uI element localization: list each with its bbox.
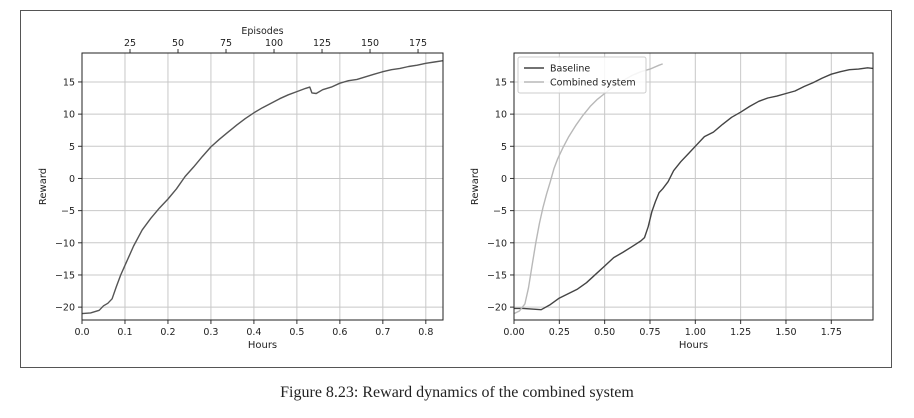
chart1-top-x-tick-label: 150 [361,38,379,49]
chart1-x-tick-label: 0.0 [74,327,89,338]
chart1-x-tick-label: 0.5 [289,327,304,338]
figure-caption: Figure 8.23: Reward dynamics of the comb… [280,384,634,401]
chart1-y-axis-label: Reward [38,168,49,205]
chart2-y-tick-label: −15 [487,270,507,281]
chart1-series-1-line [81,60,444,315]
chart1-y-tick-label: −20 [55,303,75,314]
chart1-x-tick-label: 0.2 [160,327,175,338]
chart2-y-axis-label: Reward [470,168,481,205]
chart2-y-tick-label: 10 [495,110,507,121]
chart2-y-tick-label: −5 [493,206,507,217]
chart2-x-tick-label: 0.00 [503,327,524,338]
chart1-x-axis-label: Hours [248,340,277,351]
chart1-top-x-tick-label: 50 [172,38,184,49]
chart2-x-tick-label: 0.25 [549,327,570,338]
chart2-y-tick-label: −10 [487,238,507,249]
chart1-y-tick-label: −15 [55,270,75,281]
chart1-top-x-tick-label: 125 [313,38,331,49]
chart2-y-tick-label: 0 [501,174,507,185]
chart1-y-tick-label: 5 [69,142,75,153]
chart2-series-combined-system-line [513,63,663,315]
chart2-series-baseline-line [514,67,874,311]
chart1-top-x-axis-label: Episodes [241,26,283,37]
chart1-x-tick-label: 0.8 [418,327,433,338]
chart1-y-tick-label: −5 [61,206,75,217]
chart1-top-x-tick-label: 175 [409,38,427,49]
chart2-y-tick-label: 5 [501,142,507,153]
chart1-top-x-tick-label: 100 [265,38,283,49]
chart2-x-tick-label: 0.75 [639,327,660,338]
chart1-y-tick-label: −10 [55,238,75,249]
chart2-x-tick-label: 0.50 [594,327,615,338]
chart2-y-tick-label: −20 [487,303,507,314]
chart1-y-tick-label: 15 [63,77,75,88]
chart1-axes-frame [81,52,444,321]
chart2-axes-frame [513,52,874,321]
chart1-y-tick-label: 0 [69,174,75,185]
chart1-top-x-tick-label: 25 [124,38,136,49]
chart2-legend-label: Baseline [550,64,590,75]
chart2-legend-label: Combined system [550,78,636,89]
chart2-legend-box [517,56,647,94]
chart1-x-tick-label: 0.1 [117,327,132,338]
chart2-x-tick-label: 1.75 [821,327,842,338]
chart2-y-tick-label: 15 [495,77,507,88]
chart2-x-tick-label: 1.00 [685,327,706,338]
chart2-x-tick-label: 1.25 [730,327,751,338]
chart1-x-tick-label: 0.4 [246,327,261,338]
chart2-x-axis-label: Hours [679,340,708,351]
figure-frame [20,10,892,368]
chart1-x-tick-label: 0.6 [332,327,347,338]
chart1-x-tick-label: 0.7 [375,327,390,338]
chart1-y-tick-label: 10 [63,110,75,121]
chart1-x-tick-label: 0.3 [203,327,218,338]
chart2-x-tick-label: 1.50 [775,327,796,338]
chart1-top-x-tick-label: 75 [220,38,232,49]
